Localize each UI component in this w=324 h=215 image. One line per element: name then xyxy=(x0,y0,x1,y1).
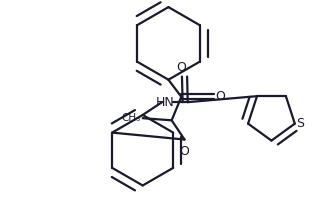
Text: HN: HN xyxy=(156,96,175,109)
Text: O: O xyxy=(179,145,190,158)
Text: CH₃: CH₃ xyxy=(122,113,141,123)
Text: O: O xyxy=(176,61,186,74)
Text: S: S xyxy=(296,117,305,130)
Text: O: O xyxy=(215,90,225,103)
